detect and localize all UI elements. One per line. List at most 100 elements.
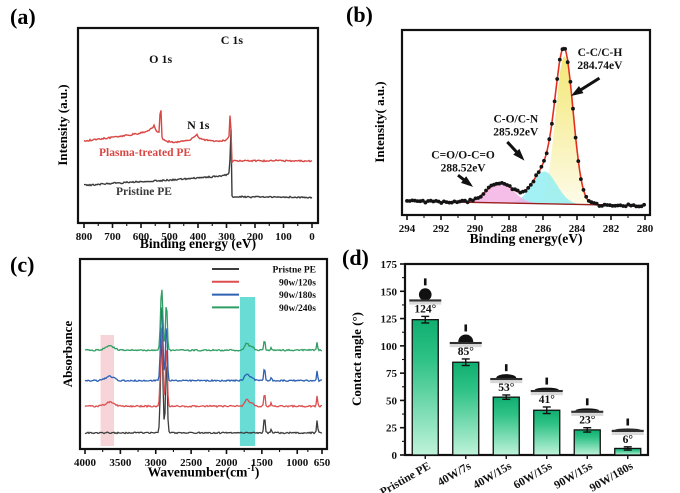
data-point [536, 170, 541, 175]
droplet-surface-shadow [571, 412, 604, 416]
data-point [555, 77, 560, 81]
data-point [550, 121, 554, 126]
data-point [534, 173, 538, 178]
data-point [594, 201, 599, 206]
contact-angle-bar-chart: 0 25 50 75 100 125 150 175 124° Pristine PE 85° 40W… [378, 259, 650, 493]
panel-d-y-axis-title: Contact angle (°) [349, 311, 364, 407]
data-point [568, 79, 573, 84]
data-point [481, 192, 486, 196]
data-point [634, 204, 639, 209]
data-point [557, 57, 562, 62]
droplet-surface [490, 377, 523, 381]
y-tick-label: 100 [381, 341, 398, 353]
x-tick-label: 280 [637, 223, 654, 235]
legend-label-1: 90w/120s [279, 278, 316, 288]
x-tick-label: 3500 [109, 457, 132, 469]
fit-annotation: C=O/O-C=O 288.52eV [431, 150, 495, 175]
highlight-band-1 [239, 297, 256, 446]
x-tick-label: 650 [314, 457, 331, 469]
droplet-shape [496, 374, 517, 378]
x-tick-label: 100 [275, 231, 292, 243]
category-label: Pristine PE [378, 460, 433, 493]
bar-0 [411, 319, 439, 456]
panel-c-ftir: 4000 3500 3000 2500 2000 1500 1000 650 Pristne P… [0, 247, 340, 493]
bar-value-label: 85° [458, 346, 475, 358]
panel-a-xps-survey: 800 700 600 500 400 300 200 100 0 O 1s N 1s C 1s (a… [0, 0, 340, 251]
x-tick-label: 2000 [215, 457, 238, 469]
category-label: 40W/7s [436, 460, 474, 489]
wavenumber-label-pre: Wavenumber(cm [147, 464, 248, 480]
x-tick-label: 400 [190, 231, 207, 243]
droplet-surface [449, 341, 482, 345]
droplet-needle [626, 418, 630, 426]
bar-1 [452, 361, 480, 456]
x-tick-label: 282 [603, 223, 620, 235]
wavenumber-label-sup: -1 [247, 463, 255, 473]
droplet-surface [409, 299, 442, 302]
legend-label-2: 90w/180s [279, 291, 316, 301]
survey-peak-label: O 1s [149, 52, 172, 66]
y-tick-label: 0 [392, 450, 398, 462]
data-point [486, 185, 491, 190]
droplet-needle [545, 377, 549, 385]
ftir-series-1 [84, 327, 323, 409]
ftir-series-3 [84, 289, 323, 352]
x-tick-label: 284 [569, 223, 586, 235]
panel-b-letter: (b) [346, 2, 373, 27]
x-tick-label: 300 [218, 231, 235, 243]
x-tick-label: 600 [133, 231, 150, 243]
x-tick-label: 4000 [74, 457, 97, 469]
y-tick-label: 25 [386, 423, 398, 435]
droplet-surface-shadow [530, 392, 563, 396]
plot-frame [78, 257, 329, 451]
panel-d-contact-angle: 0 25 50 75 100 125 150 175 124° Pristine PE 85° 40W… [340, 247, 680, 493]
wavenumber-label-post: ) [254, 464, 260, 480]
data-point [642, 202, 646, 207]
panel-a-x-axis-title: Binding energy (eV) [139, 236, 257, 251]
x-tick-label: 286 [535, 223, 552, 235]
data-point [484, 188, 488, 193]
data-point [507, 184, 512, 188]
data-point [547, 137, 552, 142]
data-point [576, 159, 581, 164]
data-point [581, 188, 586, 192]
annotation-arrowhead [571, 86, 584, 96]
xps-survey-plot: 800 700 600 500 400 300 200 100 0 O 1s N 1s C 1s [76, 26, 320, 243]
data-point [542, 158, 546, 163]
panel-a-letter: (a) [10, 4, 36, 29]
droplet-surface-shadow [611, 432, 644, 436]
data-point [610, 204, 615, 208]
x-tick-label: 288 [501, 223, 518, 235]
panel-b-y-axis-title: Intensity( a.u.) [372, 81, 387, 163]
panel-b-xps-c1s: 294 292 290 288 286 284 282 280 C-C/C-H 284.74eV C… [340, 0, 680, 247]
bar-value-label: 124° [414, 303, 436, 315]
ftir-series-2 [84, 307, 323, 383]
data-point [563, 47, 567, 51]
x-tick-label: 500 [161, 231, 178, 243]
bar-2 [492, 396, 520, 456]
bar-value-label: 6° [623, 434, 634, 446]
survey-peak-label: C 1s [221, 33, 244, 47]
droplet-shape [534, 387, 559, 390]
x-tick-label: 290 [467, 223, 484, 235]
legend-label-0: Pristne PE [272, 266, 316, 276]
data-point [526, 186, 531, 190]
survey-series-1 [83, 110, 313, 165]
category-label: 60W/15s [512, 460, 555, 492]
droplet-needle [464, 324, 468, 332]
panel-c-letter: (c) [10, 252, 35, 277]
panel-d-letter: (d) [342, 245, 369, 270]
data-point [552, 99, 557, 104]
data-point [544, 151, 549, 156]
bar-3 [533, 409, 561, 456]
category-label: 40W/15s [471, 460, 514, 492]
bar-value-label: 41° [539, 394, 556, 406]
contact-angle-droplet-icon [611, 418, 644, 436]
contact-angle-droplet-icon [449, 324, 482, 348]
data-point [571, 106, 575, 111]
y-tick-label: 75 [386, 368, 398, 380]
annotation-arrowhead [513, 148, 525, 161]
contact-angle-droplet-icon [571, 398, 604, 416]
x-tick-label: 200 [247, 231, 264, 243]
